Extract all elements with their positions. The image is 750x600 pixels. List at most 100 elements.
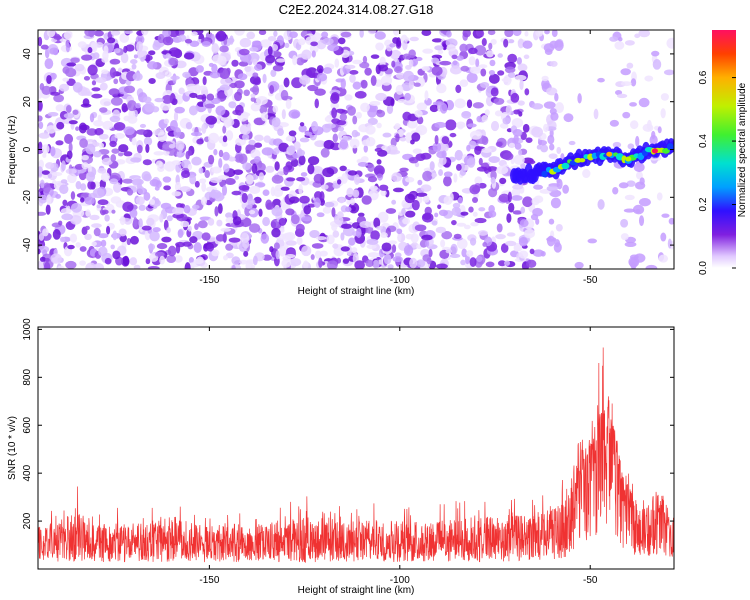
spectrogram-cell <box>258 161 263 168</box>
spectrogram-cell <box>99 179 106 189</box>
spectrogram-cell <box>366 244 377 250</box>
spectrogram-cell <box>38 121 44 130</box>
spectrogram-cell <box>468 206 474 213</box>
spectrogram-cell <box>546 185 559 192</box>
spectrogram-cell <box>402 70 415 82</box>
spectrogram-cell <box>421 234 433 241</box>
spectrogram-cell <box>538 139 548 146</box>
spectrogram-cell <box>98 233 109 239</box>
spectrogram-cell <box>391 60 396 68</box>
spectrogram-cell <box>620 233 629 241</box>
spectrogram-cell <box>519 219 529 228</box>
spectrogram-cell <box>438 209 448 217</box>
spectrogram-cell <box>349 74 356 83</box>
spectrogram-cell <box>300 172 308 177</box>
spectrogram-cell <box>511 117 524 128</box>
spectrogram-cell <box>456 55 464 61</box>
spectrogram-cell <box>429 104 439 113</box>
spectrogram-cell <box>636 171 643 180</box>
spectrogram-cell <box>498 193 510 203</box>
spectrogram-cell <box>379 56 386 67</box>
spectrogram-cell <box>97 199 109 206</box>
spectrogram-cell <box>69 233 78 243</box>
spectrogram-cell <box>347 105 356 116</box>
spectrogram-cell <box>198 85 208 91</box>
spectrogram-cell <box>120 52 129 64</box>
spectrogram-cell <box>404 193 416 204</box>
spectrogram-cell <box>383 253 392 265</box>
spectrogram-cell <box>174 106 185 114</box>
spectrogram-cell <box>47 173 53 179</box>
spectrogram-cell <box>181 170 190 178</box>
spectrogram-cell <box>667 238 672 249</box>
spectrogram-cell <box>638 97 650 108</box>
spectrogram-cell <box>416 192 428 197</box>
spectrogram-cell <box>476 256 483 262</box>
spectrogram-cell <box>434 135 439 145</box>
spectrogram-cell <box>85 171 96 182</box>
spectrogram-cell <box>381 242 392 252</box>
spectrogram-cell <box>82 98 90 107</box>
spectrogram-cell <box>234 91 242 102</box>
spectrogram-cell <box>258 172 265 181</box>
spectrogram-cell <box>188 257 195 264</box>
spectrogram-cell <box>168 57 179 66</box>
spectrogram-cell <box>289 196 300 204</box>
spectrogram-cell <box>208 154 215 165</box>
spectrogram-cell <box>310 254 315 260</box>
spectrogram-cell <box>202 76 207 86</box>
spectrogram-cell <box>154 251 165 257</box>
spectrogram-cell <box>114 132 126 139</box>
spectrogram-cell <box>471 197 479 204</box>
spectrogram-cell <box>344 94 353 101</box>
spectrogram-cell <box>525 137 533 144</box>
spectrogram-cell <box>208 62 214 67</box>
spectrogram-cell <box>184 262 191 269</box>
spectrogram-cell <box>75 126 80 131</box>
spectrogram-cell <box>273 30 278 37</box>
spectrogram-cell <box>333 215 344 225</box>
spectrogram-cell <box>485 261 495 268</box>
spectrogram-cell <box>79 246 87 252</box>
spectrogram-cell <box>638 30 651 38</box>
colorbar-tick-label: 0.2 <box>698 197 709 211</box>
x-tick-label: -100 <box>390 575 410 586</box>
spectrogram-cell <box>171 191 182 197</box>
spectrogram-cell <box>271 117 281 128</box>
spectrogram-cell <box>252 72 259 78</box>
spectrogram-cell <box>175 162 182 173</box>
spectrogram-cell <box>40 179 45 189</box>
spectrogram-cell <box>309 229 320 239</box>
spectrogram-cell <box>252 84 260 96</box>
spectrogram-cell <box>513 154 525 165</box>
spectrogram-cell <box>109 115 121 123</box>
spectrogram-cell <box>522 123 530 133</box>
spectrogram-cell <box>502 117 511 125</box>
spectrogram-cell <box>439 60 452 66</box>
spectrogram-cell <box>364 67 372 76</box>
spectrogram-cell <box>540 144 549 153</box>
spectrogram-cell <box>65 168 77 175</box>
spectrogram-cell <box>239 37 252 48</box>
spectrogram-cell <box>154 97 164 103</box>
spectrogram-cell <box>222 151 230 161</box>
spectrogram-cell <box>234 30 245 36</box>
spectrogram-cell <box>462 30 471 38</box>
spectrogram-cell <box>110 30 121 36</box>
spectrogram-cell <box>550 60 558 67</box>
spectrogram-cell <box>193 242 202 253</box>
spectrogram-cell <box>85 209 91 217</box>
spectrogram-cell <box>207 218 215 226</box>
spectrogram-cell <box>432 142 442 153</box>
spectrogram-cell <box>177 229 184 238</box>
spectrogram-cell <box>480 68 487 77</box>
spectrogram-cell <box>154 186 160 191</box>
spectrogram-cell <box>344 64 356 69</box>
spectrogram-cell <box>280 186 290 191</box>
spectrogram-cell <box>252 78 261 86</box>
spectrogram-cell <box>130 157 142 163</box>
spectrogram-cell <box>256 95 268 106</box>
spectrogram-cell <box>159 255 166 265</box>
spectrogram-cell <box>480 82 490 89</box>
y-tick-label: 200 <box>22 512 33 529</box>
